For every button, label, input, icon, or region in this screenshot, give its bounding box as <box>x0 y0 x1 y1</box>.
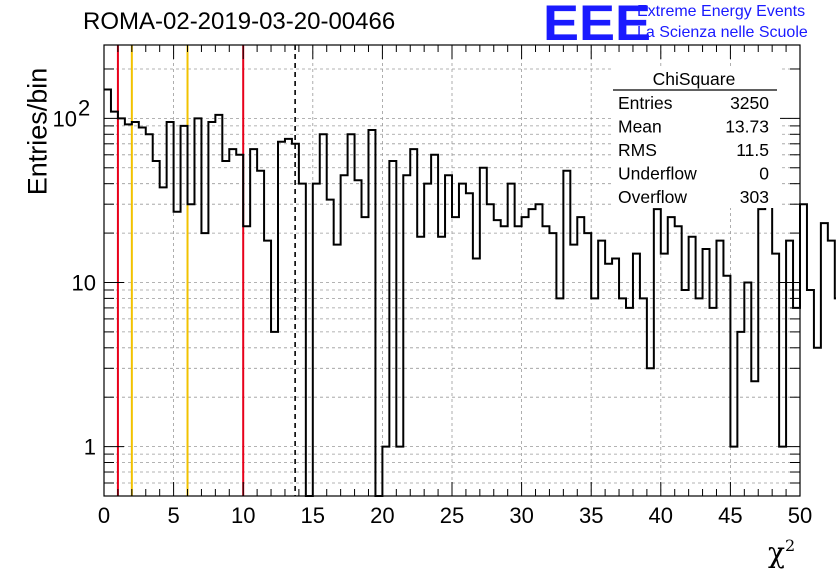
x-tick-label: 40 <box>649 503 673 528</box>
histogram-outline <box>104 88 836 497</box>
stats-row-value: 13.73 <box>725 117 769 137</box>
stats-row-label: Overflow <box>618 187 687 207</box>
y-tick-label-exponent: 2 <box>78 95 90 120</box>
x-axis-label-superscript: 2 <box>784 536 796 555</box>
stats-row-label: RMS <box>618 140 657 160</box>
stats-row-value: 0 <box>759 164 769 184</box>
x-axis-label-base: χ <box>768 536 785 569</box>
stats-box-name: ChiSquare <box>653 69 736 89</box>
eee-logo: EEE <box>543 0 652 51</box>
logo-subtitle-1: Extreme Energy Events <box>637 3 806 20</box>
x-tick-label: 45 <box>718 503 742 528</box>
x-tick-label: 25 <box>440 503 464 528</box>
x-tick-label: 0 <box>98 503 110 528</box>
page-title: ROMA-02-2019-03-20-00466 <box>83 8 396 35</box>
histogram-layer <box>104 88 836 497</box>
x-tick-label: 15 <box>301 503 325 528</box>
x-tick-label: 35 <box>579 503 603 528</box>
x-tick-label: 10 <box>231 503 255 528</box>
stats-box: ChiSquare Entries 3250 Mean 13.73 RMS 11.5 Und… <box>612 66 780 208</box>
y-tick-label: 10 <box>53 106 77 131</box>
stats-row-label: Underflow <box>618 164 697 184</box>
stats-row-value: 303 <box>740 187 769 207</box>
x-tick-label: 20 <box>370 503 394 528</box>
y-tick-label: 1 <box>84 435 96 460</box>
x-tick-label: 50 <box>788 503 812 528</box>
stats-row-value: 3250 <box>730 93 769 113</box>
x-tick-label: 30 <box>509 503 533 528</box>
x-tick-label: 5 <box>167 503 179 528</box>
stats-row-value: 11.5 <box>736 140 769 160</box>
y-tick-label: 10 <box>72 270 96 295</box>
stats-row-label: Entries <box>618 93 673 113</box>
logo-subtitle-2: La Scienza nelle Scuole <box>637 24 808 41</box>
marker-lines <box>116 45 296 496</box>
x-axis-label: χ2 <box>768 536 795 569</box>
stats-row-label: Mean <box>618 117 662 137</box>
